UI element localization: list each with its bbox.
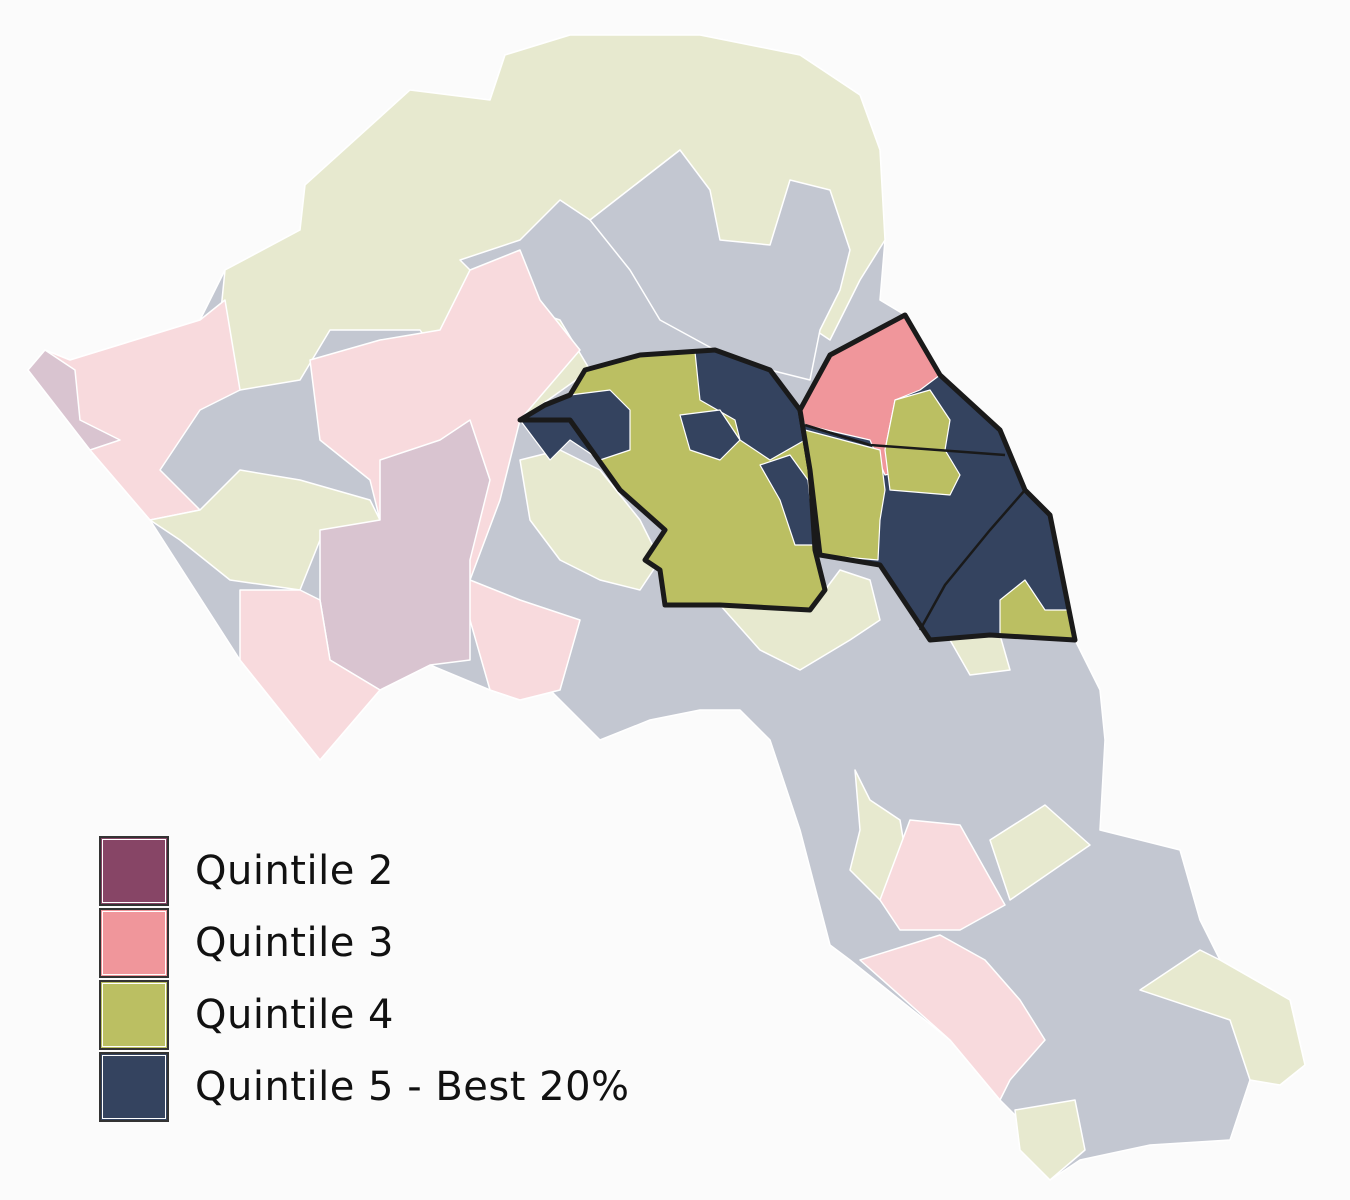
area-q3-south-lower [859,934,1046,1101]
area-q2-west [27,349,121,451]
map-legend: Quintile 2 Quintile 3 Quintile 4 Quintil… [99,835,630,1123]
legend-item-quintile-3: Quintile 3 [99,907,630,979]
legend-swatch [99,836,169,906]
area-q4-south-east [989,804,1091,901]
legend-swatch [99,908,169,978]
legend-item-quintile-5: Quintile 5 - Best 20% [99,1051,630,1123]
highlight-ward-east[interactable] [797,312,1078,643]
ward-outline [797,312,1078,643]
legend-label: Quintile 2 [195,848,394,894]
ward-divider [804,423,1026,631]
area-q4-south-tip [1014,1099,1086,1181]
area-q3-southwest [239,589,381,761]
area-q4-center [519,449,661,591]
legend-label: Quintile 5 - Best 20% [195,1064,630,1110]
highlight-ward-west[interactable] [517,347,828,613]
area-q5-north [589,149,851,381]
area-q4 [884,389,961,496]
area-q4-southeast [1139,949,1306,1086]
legend-item-quintile-2: Quintile 2 [99,835,630,907]
area-q3-south [879,819,1006,931]
area-q5 [679,409,741,461]
area-q2-center [319,419,491,691]
legend-item-quintile-4: Quintile 4 [99,979,630,1051]
legend-label: Quintile 3 [195,920,394,966]
ward-outline [517,347,828,613]
legend-swatch [99,980,169,1050]
area-q3-west [44,299,241,521]
legend-swatch [99,1052,169,1122]
legend-label: Quintile 4 [195,992,394,1038]
